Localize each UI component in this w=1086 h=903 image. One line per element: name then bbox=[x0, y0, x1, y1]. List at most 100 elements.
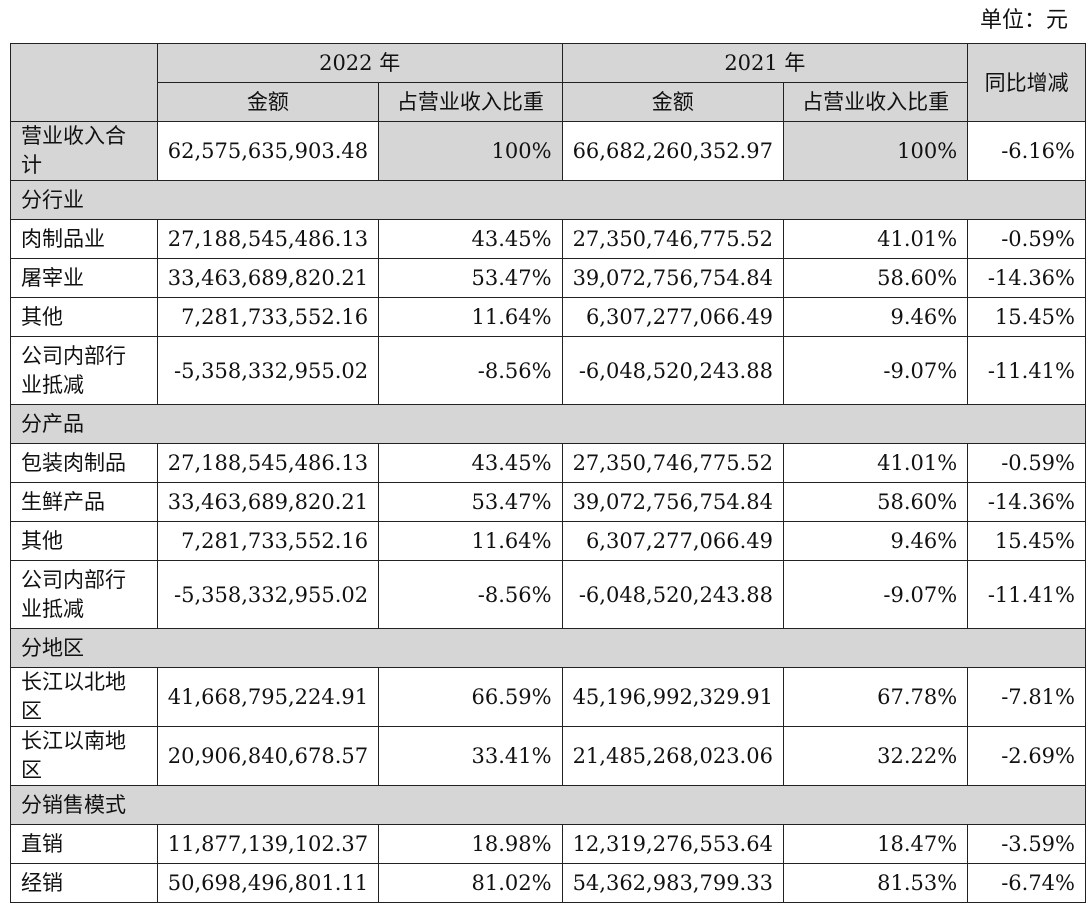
row-label: 公司内部行业抵减 bbox=[10, 560, 158, 629]
section-title: 分产品 bbox=[10, 404, 1086, 444]
yoy-change: -6.74% bbox=[967, 863, 1086, 903]
revenue-table: 2022 年 2021 年 同比增减 金额 占营业收入比重 金额 占营业收入比重… bbox=[10, 43, 1086, 903]
amount-2021: 45,196,992,329.91 bbox=[561, 667, 784, 727]
total-amount-2022: 62,575,635,903.48 bbox=[156, 121, 380, 181]
header-ratio-2022: 占营业收入比重 bbox=[378, 82, 563, 122]
row-label: 屠宰业 bbox=[10, 258, 158, 298]
header-row-columns: 金额 占营业收入比重 金额 占营业收入比重 bbox=[11, 82, 1086, 122]
table-row: 公司内部行业抵减 -5,358,332,955.02 -8.56% -6,048,52… bbox=[10, 560, 1086, 629]
yoy-change: -11.41% bbox=[967, 560, 1086, 629]
row-label: 其他 bbox=[10, 521, 158, 561]
table-row: 肉制品业 27,188,545,486.13 43.45% 27,350,746,77… bbox=[10, 219, 1086, 259]
amount-2022: 27,188,545,486.13 bbox=[156, 443, 380, 483]
amount-2022: 33,463,689,820.21 bbox=[156, 258, 380, 298]
section-header-row: 分地区 bbox=[10, 628, 1086, 668]
row-label: 直销 bbox=[10, 824, 158, 864]
row-label: 公司内部行业抵减 bbox=[10, 336, 158, 405]
amount-2022: 20,906,840,678.57 bbox=[156, 726, 380, 786]
pct-2021: -9.07% bbox=[782, 560, 969, 629]
pct-2022: 81.02% bbox=[378, 863, 563, 903]
yoy-change: -2.69% bbox=[967, 726, 1086, 786]
row-label: 经销 bbox=[10, 863, 158, 903]
table-row: 长江以南地区 20,906,840,678.57 33.41% 21,485,268,… bbox=[10, 726, 1086, 786]
amount-2021: 21,485,268,023.06 bbox=[561, 726, 784, 786]
amount-2021: 12,319,276,553.64 bbox=[561, 824, 784, 864]
header-yoy: 同比增减 bbox=[967, 43, 1086, 122]
pct-2022: 53.47% bbox=[378, 258, 563, 298]
total-yoy: -6.16% bbox=[967, 121, 1086, 181]
amount-2022: 7,281,733,552.16 bbox=[156, 521, 380, 561]
header-amount-2022: 金额 bbox=[156, 82, 380, 122]
amount-2022: -5,358,332,955.02 bbox=[156, 560, 380, 629]
table-row: 长江以北地区 41,668,795,224.91 66.59% 45,196,992,… bbox=[10, 667, 1086, 727]
sections-body: 分行业 肉制品业 27,188,545,486.13 43.45% 27,350,746… bbox=[10, 180, 1086, 903]
pct-2022: -8.56% bbox=[378, 336, 563, 405]
header-year-2021: 2021 年 bbox=[561, 43, 969, 83]
section-header-row: 分销售模式 bbox=[10, 785, 1086, 825]
pct-2022: 43.45% bbox=[378, 443, 563, 483]
yoy-change: 15.45% bbox=[967, 297, 1086, 337]
pct-2021: 32.22% bbox=[782, 726, 969, 786]
pct-2021: 18.47% bbox=[782, 824, 969, 864]
header-corner-cell bbox=[10, 43, 158, 122]
table-row: 经销 50,698,496,801.11 81.02% 54,362,983,799.… bbox=[10, 863, 1086, 903]
amount-2022: 27,188,545,486.13 bbox=[156, 219, 380, 259]
pct-2022: 66.59% bbox=[378, 667, 563, 727]
total-pct-2021: 100% bbox=[782, 121, 969, 181]
table-row: 公司内部行业抵减 -5,358,332,955.02 -8.56% -6,048,52… bbox=[10, 336, 1086, 405]
yoy-change: 15.45% bbox=[967, 521, 1086, 561]
amount-2021: 39,072,756,754.84 bbox=[561, 258, 784, 298]
header-year-2022: 2022 年 bbox=[156, 43, 563, 83]
amount-2022: 11,877,139,102.37 bbox=[156, 824, 380, 864]
amount-2022: 7,281,733,552.16 bbox=[156, 297, 380, 337]
section-header-row: 分产品 bbox=[10, 404, 1086, 444]
pct-2021: 9.46% bbox=[782, 521, 969, 561]
pct-2021: -9.07% bbox=[782, 336, 969, 405]
section-title: 分地区 bbox=[10, 628, 1086, 668]
total-label: 营业收入合计 bbox=[10, 121, 158, 181]
amount-2022: -5,358,332,955.02 bbox=[156, 336, 380, 405]
table-row: 屠宰业 33,463,689,820.21 53.47% 39,072,756,754… bbox=[10, 258, 1086, 298]
pct-2022: 11.64% bbox=[378, 297, 563, 337]
pct-2021: 58.60% bbox=[782, 258, 969, 298]
table-row: 生鲜产品 33,463,689,820.21 53.47% 39,072,756,75… bbox=[10, 482, 1086, 522]
amount-2021: 39,072,756,754.84 bbox=[561, 482, 784, 522]
pct-2021: 41.01% bbox=[782, 219, 969, 259]
pct-2022: 18.98% bbox=[378, 824, 563, 864]
pct-2022: 43.45% bbox=[378, 219, 563, 259]
pct-2022: 11.64% bbox=[378, 521, 563, 561]
pct-2021: 41.01% bbox=[782, 443, 969, 483]
amount-2022: 41,668,795,224.91 bbox=[156, 667, 380, 727]
yoy-change: -3.59% bbox=[967, 824, 1086, 864]
header-ratio-2021: 占营业收入比重 bbox=[782, 82, 969, 122]
amount-2021: 27,350,746,775.52 bbox=[561, 219, 784, 259]
yoy-change: -11.41% bbox=[967, 336, 1086, 405]
row-label: 其他 bbox=[10, 297, 158, 337]
unit-label: 单位：元 bbox=[979, 8, 1068, 33]
amount-2021: 27,350,746,775.52 bbox=[561, 443, 784, 483]
pct-2021: 81.53% bbox=[782, 863, 969, 903]
amount-2021: 6,307,277,066.49 bbox=[561, 521, 784, 561]
row-label: 长江以南地区 bbox=[10, 726, 158, 786]
amount-2022: 50,698,496,801.11 bbox=[156, 863, 380, 903]
amount-2021: -6,048,520,243.88 bbox=[561, 560, 784, 629]
yoy-change: -0.59% bbox=[967, 219, 1086, 259]
table-row: 其他 7,281,733,552.16 11.64% 6,307,277,066.49… bbox=[10, 521, 1086, 561]
yoy-change: -0.59% bbox=[967, 443, 1086, 483]
header-amount-2021: 金额 bbox=[561, 82, 784, 122]
table-row: 其他 7,281,733,552.16 11.64% 6,307,277,066.49… bbox=[10, 297, 1086, 337]
table-row: 直销 11,877,139,102.37 18.98% 12,319,276,553.… bbox=[10, 824, 1086, 864]
total-row: 营业收入合计 62,575,635,903.48 100% 66,682,260… bbox=[10, 121, 1086, 181]
amount-2021: -6,048,520,243.88 bbox=[561, 336, 784, 405]
total-pct-2022: 100% bbox=[378, 121, 563, 181]
pct-2022: 53.47% bbox=[378, 482, 563, 522]
section-title: 分销售模式 bbox=[10, 785, 1086, 825]
total-amount-2021: 66,682,260,352.97 bbox=[561, 121, 784, 181]
amount-2021: 54,362,983,799.33 bbox=[561, 863, 784, 903]
table-row: 包装肉制品 27,188,545,486.13 43.45% 27,350,746,7… bbox=[10, 443, 1086, 483]
amount-2022: 33,463,689,820.21 bbox=[156, 482, 380, 522]
header-row-years: 2022 年 2021 年 同比增减 bbox=[10, 43, 1086, 122]
section-title: 分行业 bbox=[10, 180, 1086, 220]
pct-2021: 9.46% bbox=[782, 297, 969, 337]
row-label: 包装肉制品 bbox=[10, 443, 158, 483]
